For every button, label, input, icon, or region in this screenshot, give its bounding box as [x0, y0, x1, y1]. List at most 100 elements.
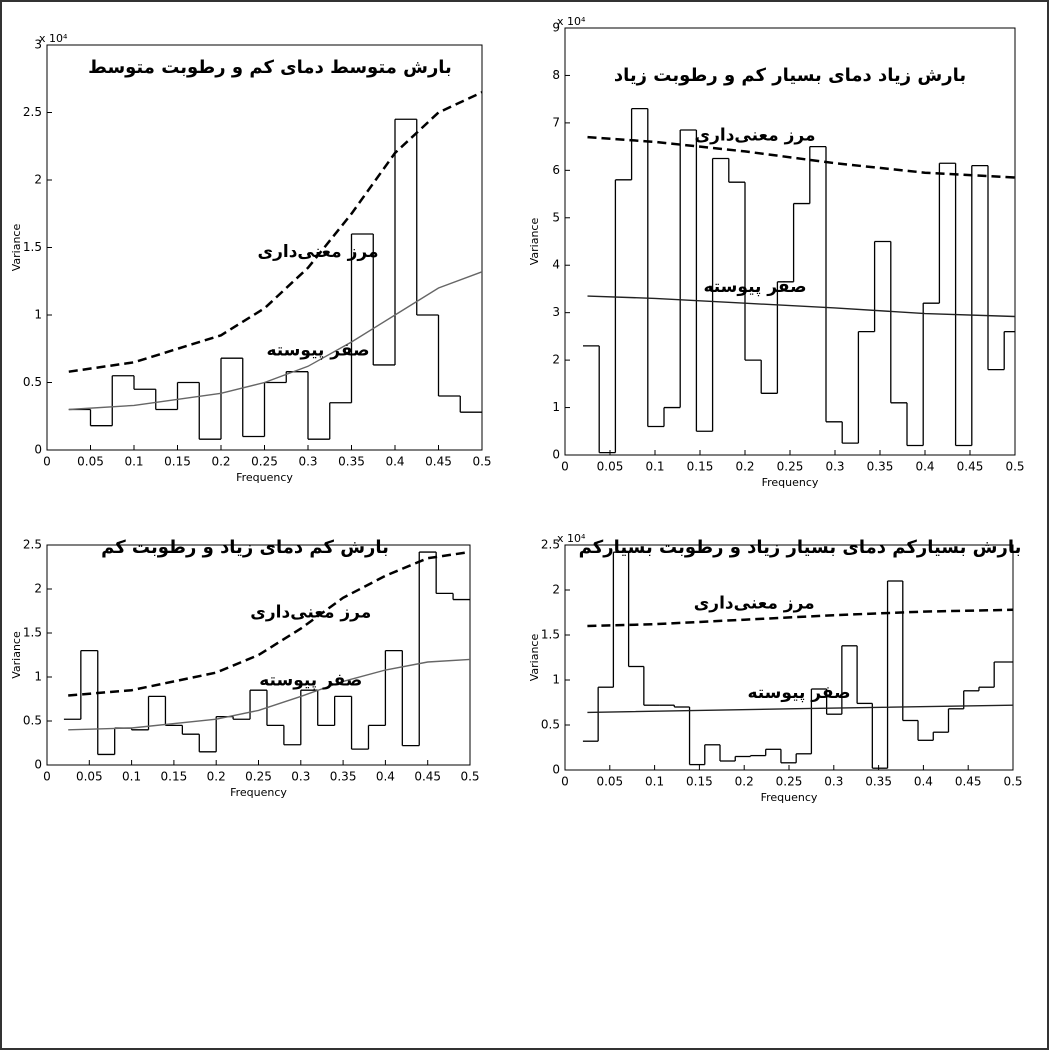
- y-axis-label: Variance: [10, 631, 23, 679]
- y-tick-label: 0: [552, 763, 560, 777]
- y-tick-label: 1: [34, 308, 42, 322]
- y-tick-label: 0.5: [23, 714, 42, 728]
- x-axis-label: Frequency: [230, 786, 287, 799]
- x-tick-label: 0.4: [385, 455, 404, 469]
- y-tick-label: 9: [552, 21, 560, 35]
- y-tick-label: 3: [34, 38, 42, 52]
- continuum-line: [68, 658, 471, 731]
- x-tick-label: 0.45: [957, 460, 984, 474]
- y-tick-label: 2: [34, 173, 42, 187]
- x-tick-label: 0: [43, 770, 51, 784]
- plot-frame: [564, 544, 1014, 771]
- x-tick-label: 0.05: [596, 775, 623, 789]
- x-tick-label: 0.4: [915, 460, 934, 474]
- x-tick-label: 0.25: [251, 455, 278, 469]
- x-tick-label: 0.5: [1005, 460, 1024, 474]
- y-tick-label: 1.5: [23, 240, 42, 254]
- x-tick-label: 0.3: [825, 460, 844, 474]
- x-tick-label: 0.1: [122, 770, 141, 784]
- significance-line: [68, 91, 483, 373]
- y-axis-label: Variance: [10, 224, 23, 272]
- x-tick-label: 0.2: [211, 455, 230, 469]
- y-tick-label: 0.5: [23, 375, 42, 389]
- y-tick-label: 3: [552, 305, 560, 319]
- x-tick-label: 0.05: [597, 460, 624, 474]
- continuum-line: [587, 704, 1014, 714]
- curve-label: مرز معنی‌داری: [694, 594, 815, 614]
- y-tick-label: 5: [552, 210, 560, 224]
- continuum-line: [68, 271, 483, 411]
- curve-label: صفر پیوسته: [747, 683, 850, 703]
- x-tick-label: 0: [43, 455, 51, 469]
- x-tick-label: 0.1: [645, 775, 664, 789]
- curve-label: مرز معنی‌داری: [250, 603, 371, 623]
- y-axis-label: Variance: [528, 634, 541, 682]
- y-tick-label: 2.5: [541, 538, 560, 552]
- y-multiplier: x 10⁴: [557, 532, 586, 545]
- y-tick-label: 0.5: [541, 718, 560, 732]
- x-tick-label: 0.15: [164, 455, 191, 469]
- x-tick-label: 0.3: [298, 455, 317, 469]
- x-axis-label: Frequency: [236, 471, 293, 484]
- y-tick-label: 2: [552, 583, 560, 597]
- x-tick-label: 0.05: [77, 455, 104, 469]
- plot-frame: [46, 544, 471, 766]
- curve-label: صفر پیوسته: [266, 340, 369, 360]
- x-tick-label: 0.25: [777, 460, 804, 474]
- chart-title: بارش کم دمای زیاد و رطوبت کم: [101, 537, 389, 558]
- x-tick-label: 0.5: [1003, 775, 1022, 789]
- y-tick-label: 2.5: [23, 105, 42, 119]
- x-tick-label: 0.3: [291, 770, 310, 784]
- x-tick-label: 0.05: [76, 770, 103, 784]
- continuum-line: [587, 295, 1016, 318]
- x-tick-label: 0.4: [376, 770, 395, 784]
- x-tick-label: 0.45: [425, 455, 452, 469]
- x-tick-label: 0.2: [207, 770, 226, 784]
- y-tick-label: 1: [552, 400, 560, 414]
- x-tick-label: 0.5: [460, 770, 479, 784]
- y-tick-label: 0: [34, 758, 42, 772]
- x-tick-label: 0.15: [161, 770, 188, 784]
- x-tick-label: 0.35: [865, 775, 892, 789]
- curve-label: صفر پیوسته: [259, 670, 362, 690]
- x-tick-label: 0.15: [687, 460, 714, 474]
- y-tick-label: 1: [552, 673, 560, 687]
- x-tick-label: 0.35: [338, 455, 365, 469]
- y-tick-label: 2: [34, 582, 42, 596]
- x-tick-label: 0.45: [955, 775, 982, 789]
- y-multiplier: x 10⁴: [39, 32, 68, 45]
- y-tick-label: 2: [552, 353, 560, 367]
- x-tick-label: 0.3: [824, 775, 843, 789]
- y-tick-label: 1.5: [23, 626, 42, 640]
- significance-line: [587, 135, 1016, 179]
- x-axis-label: Frequency: [762, 476, 819, 489]
- significance-line: [68, 550, 471, 697]
- curve-label: مرز معنی‌داری: [695, 125, 816, 145]
- chart-title: بارش زیاد دمای بسیار کم و رطوبت زیاد: [614, 65, 966, 86]
- y-tick-label: 1.5: [541, 628, 560, 642]
- y-tick-label: 6: [552, 163, 560, 177]
- x-tick-label: 0.25: [245, 770, 272, 784]
- x-tick-label: 0.4: [914, 775, 933, 789]
- y-tick-label: 7: [552, 115, 560, 129]
- plot-frame: [564, 27, 1016, 456]
- y-axis-label: Variance: [528, 218, 541, 266]
- y-tick-label: 0: [552, 448, 560, 462]
- x-tick-label: 0.1: [645, 460, 664, 474]
- x-tick-label: 0: [561, 460, 569, 474]
- y-tick-label: 8: [552, 68, 560, 82]
- chart-title: بارش متوسط دمای کم و رطوبت متوسط: [88, 57, 452, 78]
- y-tick-label: 2.5: [23, 538, 42, 552]
- curve-label: مرز معنی‌داری: [258, 242, 379, 262]
- y-tick-label: 1: [34, 670, 42, 684]
- y-tick-label: 4: [552, 258, 560, 272]
- x-tick-label: 0.15: [686, 775, 713, 789]
- x-tick-label: 0.1: [124, 455, 143, 469]
- chart-title: بارش بسیارکم دمای بسیار زیاد و رطوبت بسی…: [579, 537, 1022, 558]
- x-tick-label: 0.35: [867, 460, 894, 474]
- y-multiplier: x 10⁴: [557, 15, 586, 28]
- x-tick-label: 0.45: [414, 770, 441, 784]
- curve-label: صفر پیوسته: [703, 277, 806, 297]
